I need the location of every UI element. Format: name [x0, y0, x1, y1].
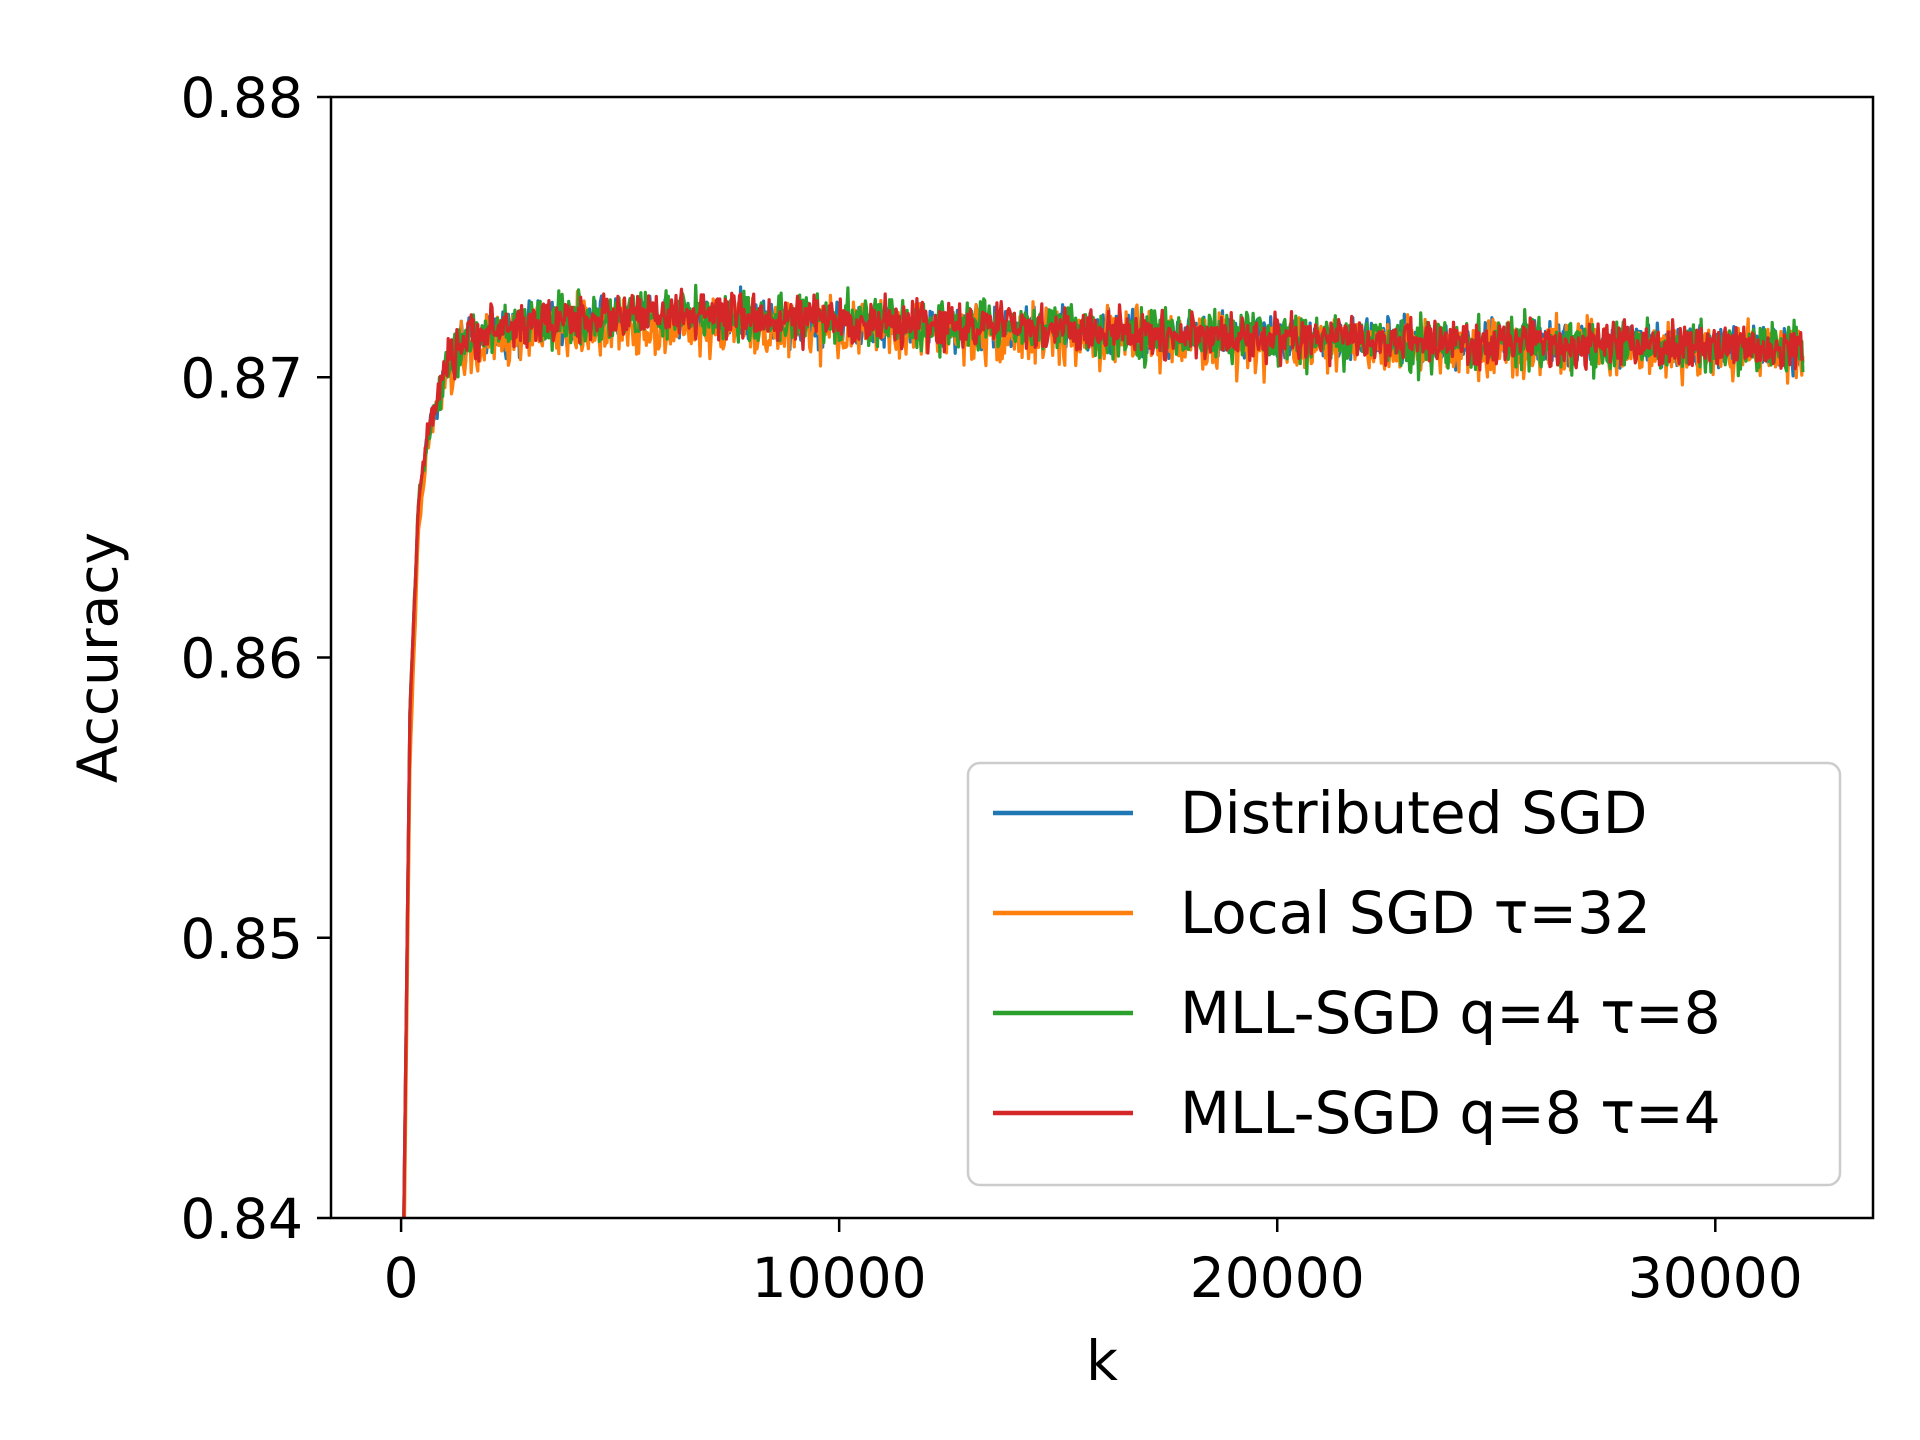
- x-tick-label: 20000: [1190, 1246, 1365, 1310]
- y-axis-label: Accuracy: [66, 532, 130, 783]
- series-layer: [402, 283, 1805, 1218]
- x-axis-label: k: [1086, 1329, 1118, 1393]
- x-axis: 0 10000 20000 30000: [384, 1218, 1803, 1310]
- legend-label: MLL-SGD q=4 τ=8: [1180, 979, 1721, 1047]
- y-tick-label: 0.86: [181, 627, 303, 691]
- y-tick-label: 0.88: [181, 66, 303, 130]
- x-tick-label: 10000: [752, 1246, 927, 1310]
- y-tick-label: 0.84: [181, 1187, 303, 1251]
- legend: Distributed SGD Local SGD τ=32 MLL-SGD q=4…: [966, 761, 1842, 1187]
- x-tick-label: 0: [384, 1246, 419, 1310]
- y-tick-label: 0.85: [181, 907, 303, 971]
- legend-label: Local SGD τ=32: [1180, 879, 1651, 947]
- x-tick-label: 30000: [1628, 1246, 1803, 1310]
- series-line-4: [402, 287, 1805, 1218]
- y-tick-label: 0.87: [181, 346, 303, 410]
- legend-label: MLL-SGD q=8 τ=4: [1180, 1079, 1721, 1147]
- legend-label: Distributed SGD: [1180, 779, 1647, 847]
- y-axis: 0.84 0.85 0.86 0.87 0.88: [181, 66, 331, 1251]
- legend-box: [966, 761, 1842, 1187]
